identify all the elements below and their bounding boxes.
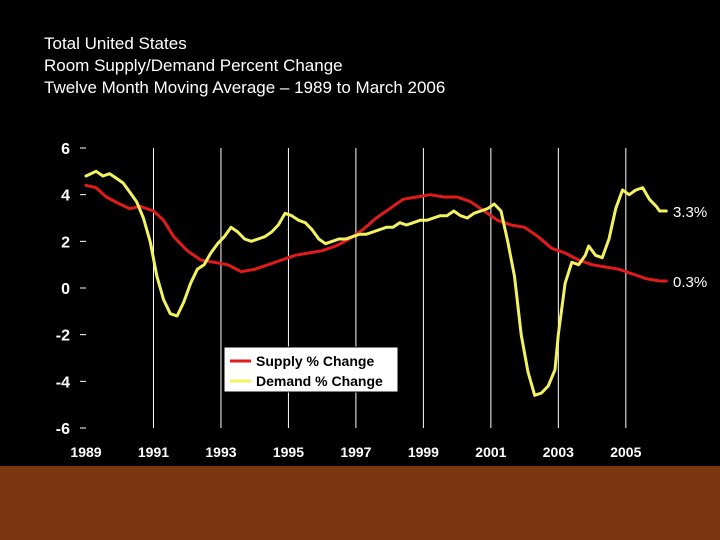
y-tick-label: -6 (56, 421, 70, 438)
series-end-label: 0.3% (673, 274, 707, 291)
series-end-label: 3.3% (673, 204, 707, 221)
title-line-3: Twelve Month Moving Average – 1989 to Ma… (44, 78, 446, 97)
y-tick-label: 6 (61, 141, 70, 158)
title-line-1: Total United States (44, 34, 187, 53)
x-tick-label: 2003 (543, 444, 574, 460)
legend-box (223, 346, 399, 393)
x-tick-label: 2005 (610, 444, 641, 460)
x-tick-label: 2001 (475, 444, 506, 460)
title-line-2: Room Supply/Demand Percent Change (44, 56, 343, 75)
series-line-demand-change (84, 169, 668, 397)
x-tick-label: 1989 (70, 444, 101, 460)
series-line-supply-change (84, 183, 668, 283)
legend-label: Demand % Change (256, 373, 383, 389)
x-tick-label: 1993 (205, 444, 236, 460)
x-tick-label: 1999 (408, 444, 439, 460)
footer-band (0, 466, 720, 540)
x-tick-label: 1997 (340, 444, 371, 460)
x-tick-label: 1991 (138, 444, 169, 460)
y-tick-label: -2 (56, 328, 70, 345)
x-tick-label: 1995 (273, 444, 304, 460)
legend-label: Supply % Change (256, 353, 374, 369)
y-tick-label: -4 (56, 374, 70, 391)
y-tick-label: 0 (61, 281, 70, 298)
y-tick-label: 4 (61, 188, 70, 205)
y-tick-label: 2 (61, 234, 70, 251)
chart-title: Total United States Room Supply/Demand P… (44, 33, 445, 99)
